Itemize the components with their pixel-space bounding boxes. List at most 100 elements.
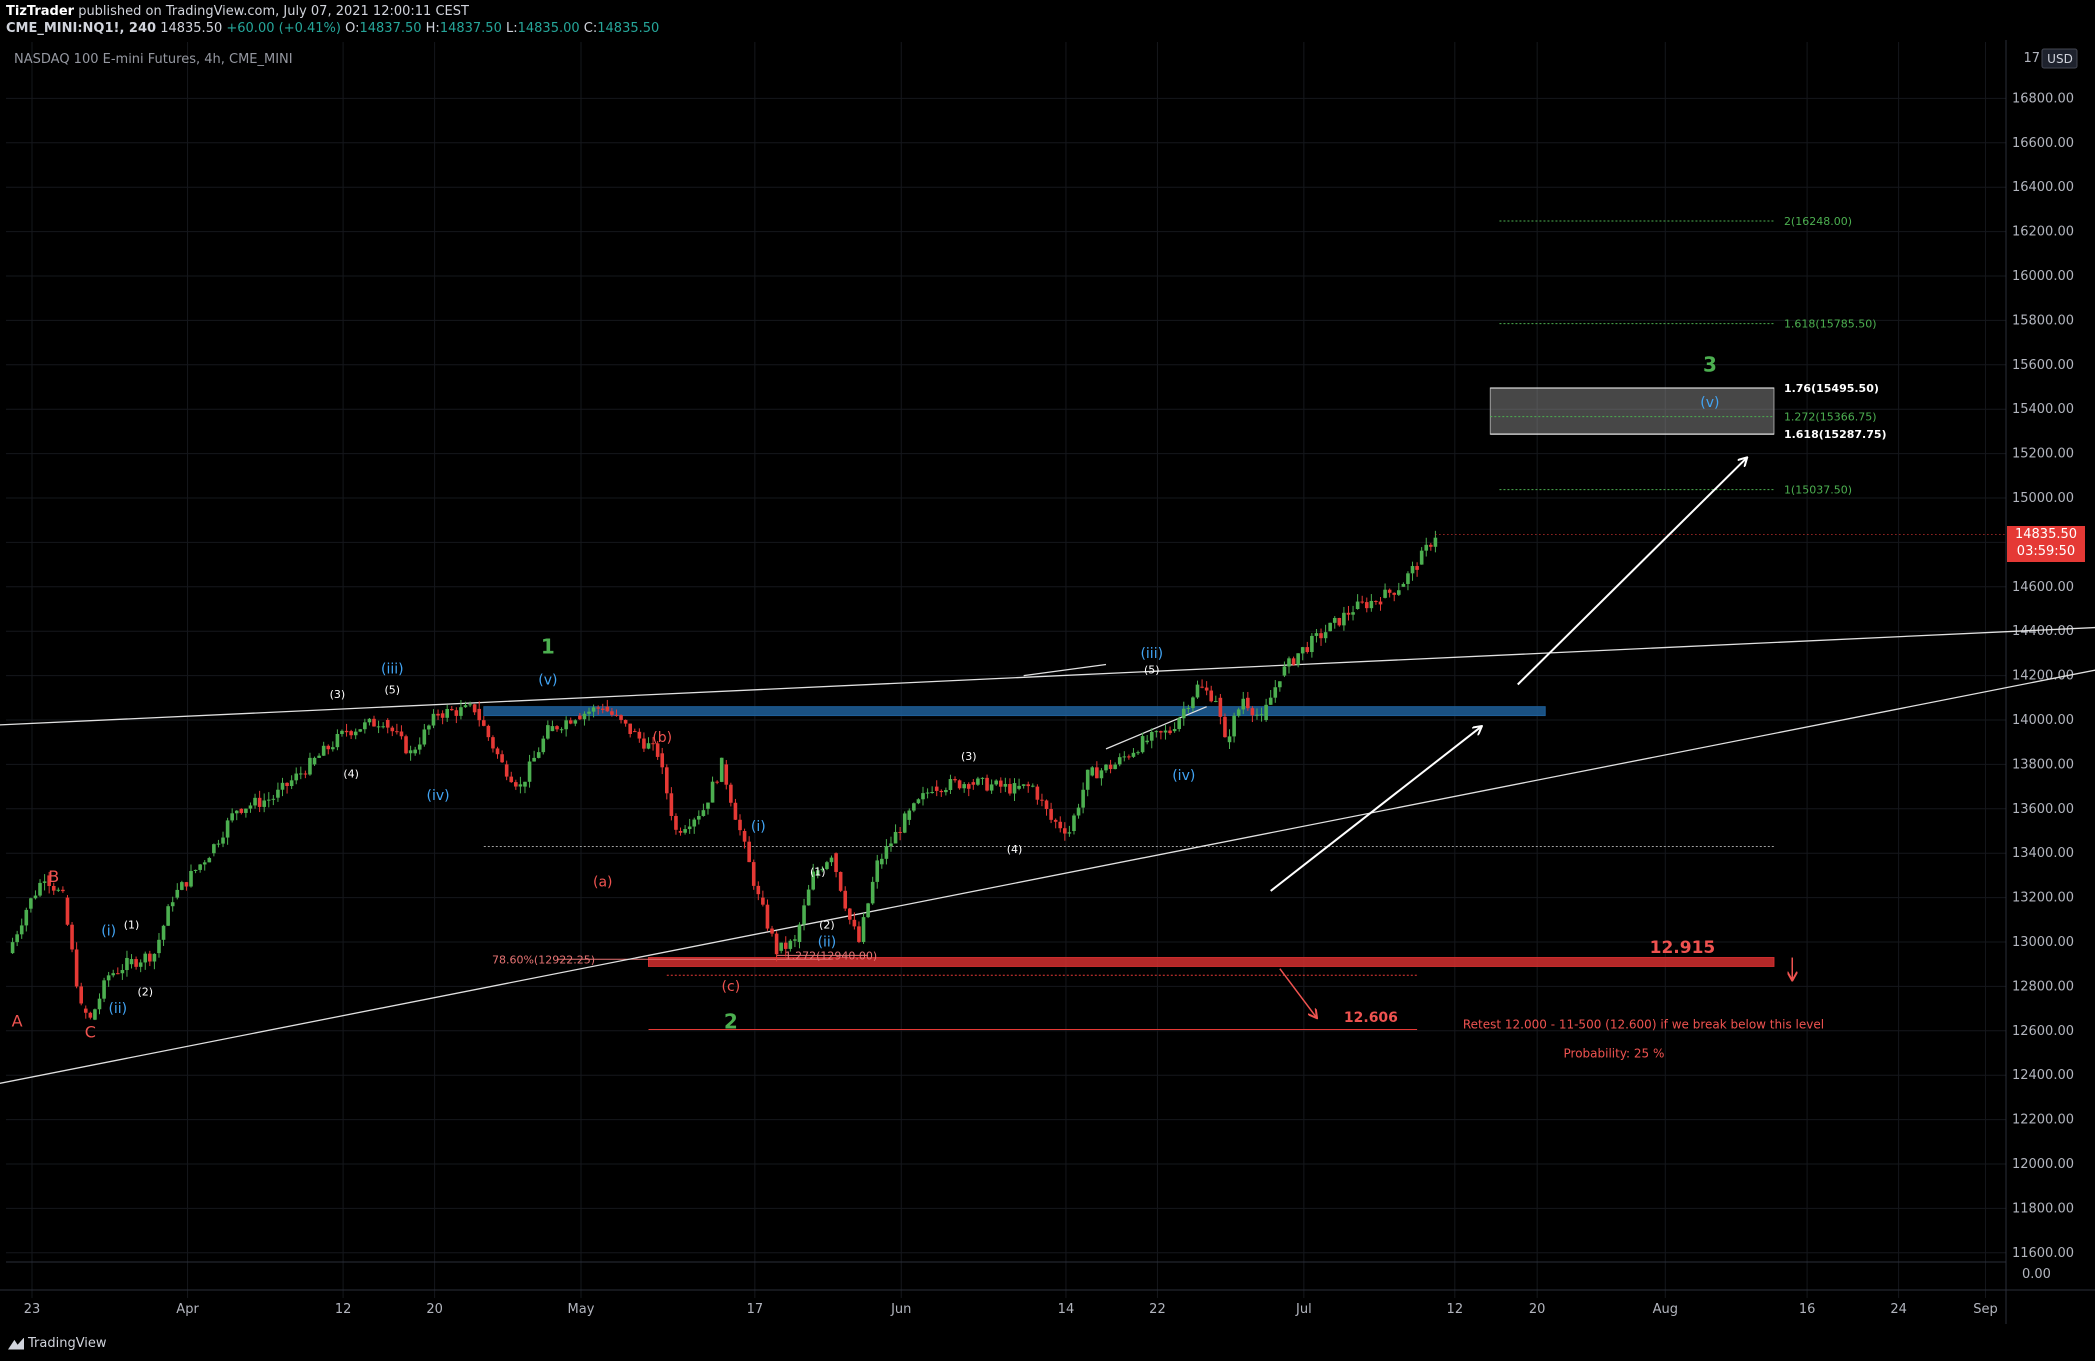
candle-body [578, 715, 582, 720]
price-tick-label: 16200.00 [2012, 225, 2074, 240]
time-tick-label: 12 [1447, 1302, 1464, 1317]
candle-body [1168, 730, 1172, 734]
price-tick-label: 12000.00 [2012, 1157, 2074, 1172]
candle-body [326, 745, 331, 750]
candle-body [1223, 716, 1227, 738]
price-tick-label: 13200.00 [2012, 891, 2074, 906]
time-tick-label: Apr [176, 1302, 199, 1317]
wave-label: (v) [538, 672, 557, 688]
close-value: 14835.50 [597, 21, 660, 36]
candle-body [1127, 756, 1131, 758]
candle-body [642, 738, 646, 749]
publish-info: published on TradingView.com, July 07, 2… [78, 4, 469, 19]
wave-label: 1 [541, 634, 555, 658]
candle-body [1323, 632, 1328, 639]
candle-body [1406, 573, 1410, 584]
publish-line: TizTrader published on TradingView.com, … [6, 4, 469, 19]
annotation-text: 12.915 [1650, 938, 1716, 958]
author-name[interactable]: TizTrader [6, 4, 75, 19]
symbol-name[interactable]: CME_MINI:NQ1!, 240 [6, 21, 157, 36]
candle-body [550, 726, 555, 732]
candle-body [1332, 617, 1337, 623]
projection-arrow [1270, 727, 1481, 892]
candle-body [509, 776, 514, 783]
tradingview-logo[interactable]: TradingView [8, 1336, 107, 1351]
candle-body [148, 953, 152, 962]
candle-body [61, 889, 65, 892]
candle-body [353, 731, 358, 736]
candle-body [1081, 789, 1085, 808]
candle-body [134, 959, 138, 967]
candle-body [669, 793, 674, 816]
candle-body [756, 885, 761, 895]
wave-label: (4) [1007, 843, 1023, 856]
candle-body [202, 862, 207, 865]
candle-body [1305, 647, 1310, 653]
candle-body [29, 898, 33, 909]
time-tick-label: Jul [1295, 1302, 1312, 1317]
candle-body [138, 962, 143, 967]
candles [10, 530, 1438, 1021]
candle-body [651, 743, 655, 745]
candle-body [568, 720, 573, 724]
candle-body [966, 784, 971, 789]
candle-body [838, 871, 843, 891]
candle-body [395, 731, 399, 733]
fib-level-label: 1.272(15366.75) [1784, 411, 1877, 424]
candle-body [582, 713, 587, 720]
candle-body [1401, 583, 1406, 587]
candle-body [706, 802, 710, 809]
time-tick-label: 14 [1058, 1302, 1075, 1317]
candle-body [870, 881, 875, 904]
candle-body [1246, 697, 1250, 709]
candle-body [893, 831, 898, 844]
candle-body [1053, 819, 1058, 822]
time-tick-label: 12 [335, 1302, 352, 1317]
candle-body [262, 800, 266, 807]
fib-level-label: 1.76(15495.50) [1784, 382, 1879, 395]
candle-body [1040, 799, 1044, 801]
candle-body [193, 869, 198, 871]
candle-body [47, 875, 51, 887]
open-label: O: [345, 21, 360, 36]
candle-body [413, 749, 417, 754]
wave-label: (iii) [1140, 646, 1163, 662]
candle-body [1355, 601, 1360, 609]
candle-body [1415, 566, 1419, 570]
candle-body [815, 870, 820, 876]
candle-body [449, 708, 454, 711]
candle-body [880, 858, 884, 865]
header-bar: TizTrader published on TradingView.com, … [0, 0, 2095, 40]
candle-body [998, 780, 1003, 787]
candle-body [884, 846, 889, 859]
candle-body [1429, 544, 1433, 547]
time-tick-label: 24 [1890, 1302, 1907, 1317]
wave-label: (5) [385, 683, 401, 696]
candle-body [340, 730, 344, 734]
candle-body [285, 782, 289, 787]
candle-body [1090, 767, 1095, 776]
open-value: 14837.50 [359, 21, 422, 36]
candle-body [806, 889, 811, 906]
candle-body [1008, 783, 1012, 794]
candle-body [729, 784, 733, 803]
time-tick-label: Jun [890, 1302, 911, 1317]
candle-body [1291, 658, 1296, 665]
candle-body [1273, 687, 1278, 698]
candle-body [102, 980, 106, 999]
candle-body [761, 897, 765, 905]
candle-body [436, 713, 440, 716]
candle-body [385, 720, 390, 728]
currency-label: USD [2047, 52, 2073, 66]
candle-body [417, 744, 422, 750]
candle-body [390, 727, 395, 732]
candle-body [1232, 715, 1236, 737]
price-tick-label: 13600.00 [2012, 802, 2074, 817]
candle-body [536, 752, 541, 758]
candle-body [994, 780, 998, 785]
footer: TradingView [0, 1324, 2095, 1361]
bar-countdown: 03:59:50 [2016, 544, 2076, 559]
candle-body [683, 829, 687, 833]
wave-label: (1) [124, 919, 140, 932]
